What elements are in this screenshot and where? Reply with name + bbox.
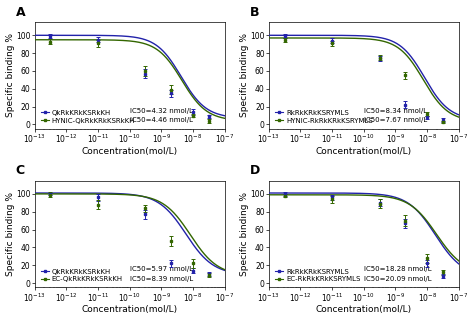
Text: IC50=5.97 nmol/L: IC50=5.97 nmol/L [129,266,193,272]
Text: IC50=18.28 nmol/L: IC50=18.28 nmol/L [364,266,431,272]
Y-axis label: Specific binding %: Specific binding % [240,33,249,117]
Text: A: A [16,6,25,19]
Legend: QkRkKRkKSRkKH, HYNIC-QkRkKRkKSRkKH: QkRkKRkKSRkKH, HYNIC-QkRkKRkKSRkKH [40,109,136,124]
X-axis label: Concentration(mol/L): Concentration(mol/L) [316,306,412,315]
X-axis label: Concentration(mol/L): Concentration(mol/L) [82,147,178,156]
Legend: RkRkKRkKSRYMLS, HYNIC-RkRkKRkKSRYMLS: RkRkKRkKSRYMLS, HYNIC-RkRkKRkKSRYMLS [274,109,374,124]
Text: IC50=4.32 nmol/L: IC50=4.32 nmol/L [129,108,192,114]
X-axis label: Concentration(mol/L): Concentration(mol/L) [82,306,178,315]
Y-axis label: Specific binding %: Specific binding % [6,33,15,117]
Y-axis label: Specific binding %: Specific binding % [240,192,249,276]
Text: C: C [16,164,25,177]
Legend: RkRkKRkKSRYMLS, EC-RkRkKRkKSRYMLS: RkRkKRkKSRYMLS, EC-RkRkKRkKSRYMLS [274,268,361,283]
Legend: QkRkKRkKSRkKH, EC-QkRkKRkKSRkKH: QkRkKRkKSRkKH, EC-QkRkKRkKSRkKH [40,268,124,283]
Text: IC50=8.39 nmol/L: IC50=8.39 nmol/L [129,276,193,282]
Text: IC50=4.46 nmol/L: IC50=4.46 nmol/L [129,117,192,123]
Text: B: B [250,6,259,19]
Text: IC50=8.34 nmol/L: IC50=8.34 nmol/L [364,108,427,114]
Text: IC50=7.67 nmol/L: IC50=7.67 nmol/L [364,117,427,123]
Y-axis label: Specific binding %: Specific binding % [6,192,15,276]
Text: D: D [250,164,260,177]
X-axis label: Concentration(mol/L): Concentration(mol/L) [316,147,412,156]
Text: IC50=20.09 nmol/L: IC50=20.09 nmol/L [364,276,431,282]
